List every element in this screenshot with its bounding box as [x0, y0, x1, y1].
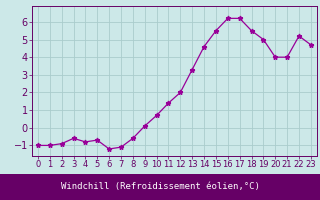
Text: Windchill (Refroidissement éolien,°C): Windchill (Refroidissement éolien,°C) — [60, 182, 260, 192]
